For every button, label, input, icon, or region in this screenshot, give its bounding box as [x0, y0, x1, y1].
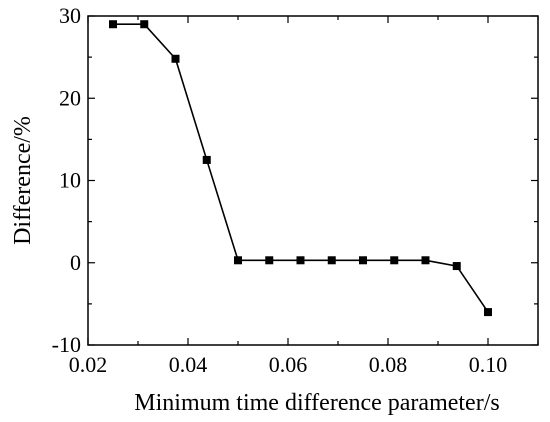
plot-frame: [87, 15, 539, 346]
y-tick-label: 30: [59, 3, 81, 28]
data-point-marker: [109, 20, 117, 29]
data-point-marker: [265, 256, 274, 265]
y-axis-title: Difference/%: [10, 116, 36, 245]
series-line: [113, 23, 489, 313]
data-point-marker: [171, 54, 180, 63]
x-tick-label: 0.06: [269, 352, 308, 377]
x-tick-label: 0.02: [69, 352, 108, 377]
data-point-marker: [202, 155, 211, 164]
x-tick-label: 0.10: [469, 352, 508, 377]
x-axis-title: Minimum time difference parameter/s: [134, 390, 499, 416]
y-tick-label: 20: [59, 85, 81, 110]
series-layer: [109, 20, 492, 317]
data-point-marker: [452, 262, 461, 271]
data-point-marker: [390, 256, 399, 265]
y-tick-label: 0: [70, 250, 81, 275]
ticks-layer: 0.02 0.04 0.06 0.08 0.10 -10 0 10 20 30: [52, 3, 539, 377]
x-tick-label: 0.08: [369, 352, 408, 377]
data-point-marker: [140, 20, 149, 29]
data-point-marker: [484, 308, 492, 317]
data-point-marker: [327, 256, 336, 265]
x-tick-label: 0.04: [169, 352, 208, 377]
data-point-marker: [234, 256, 242, 265]
data-point-marker: [296, 256, 305, 265]
data-point-marker: [359, 256, 367, 265]
data-point-marker: [421, 256, 430, 265]
y-tick-label: -10: [52, 332, 81, 357]
y-tick-label: 10: [59, 168, 81, 193]
